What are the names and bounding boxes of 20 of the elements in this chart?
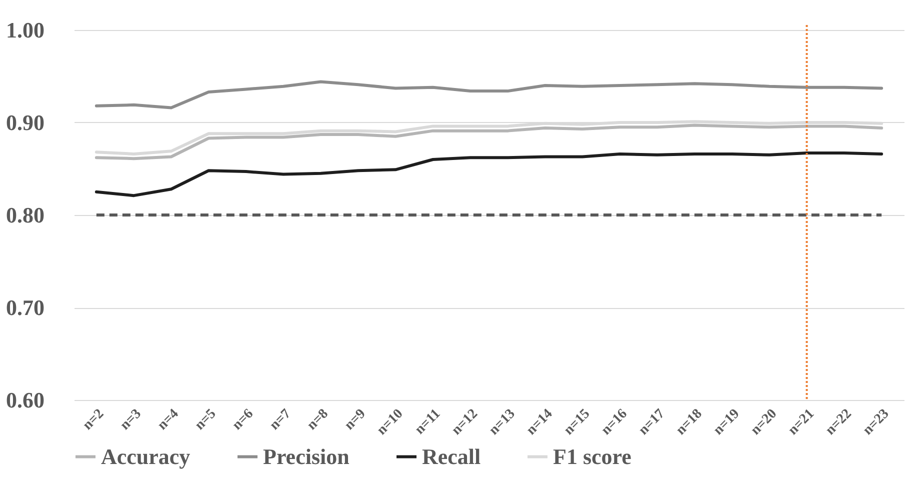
- y-tick-label: 0.90: [6, 110, 44, 135]
- x-tick-label: n=9: [342, 406, 369, 434]
- y-tick-label: 0.60: [6, 388, 44, 412]
- y-tick-label: 1.00: [6, 18, 44, 42]
- x-tick-label: n=5: [192, 406, 220, 434]
- legend-label: Precision: [263, 444, 350, 469]
- legend-label: Recall: [422, 444, 481, 469]
- legend-label: F1 score: [553, 444, 632, 469]
- y-tick-label: 0.70: [6, 295, 44, 320]
- y-tick-label: 0.80: [6, 202, 44, 228]
- x-tick-label: n=7: [267, 406, 294, 434]
- line-series: [94, 152, 884, 198]
- x-tick-label: n=3: [118, 406, 144, 434]
- line-series: [94, 80, 884, 110]
- x-tick-label: n=6: [230, 406, 257, 434]
- legend-label: Accuracy: [101, 444, 190, 469]
- x-tick-label: n=8: [304, 406, 332, 434]
- x-tick-label: n=2: [80, 406, 108, 434]
- x-tick-label: n=4: [155, 406, 182, 434]
- line-series: [94, 124, 884, 160]
